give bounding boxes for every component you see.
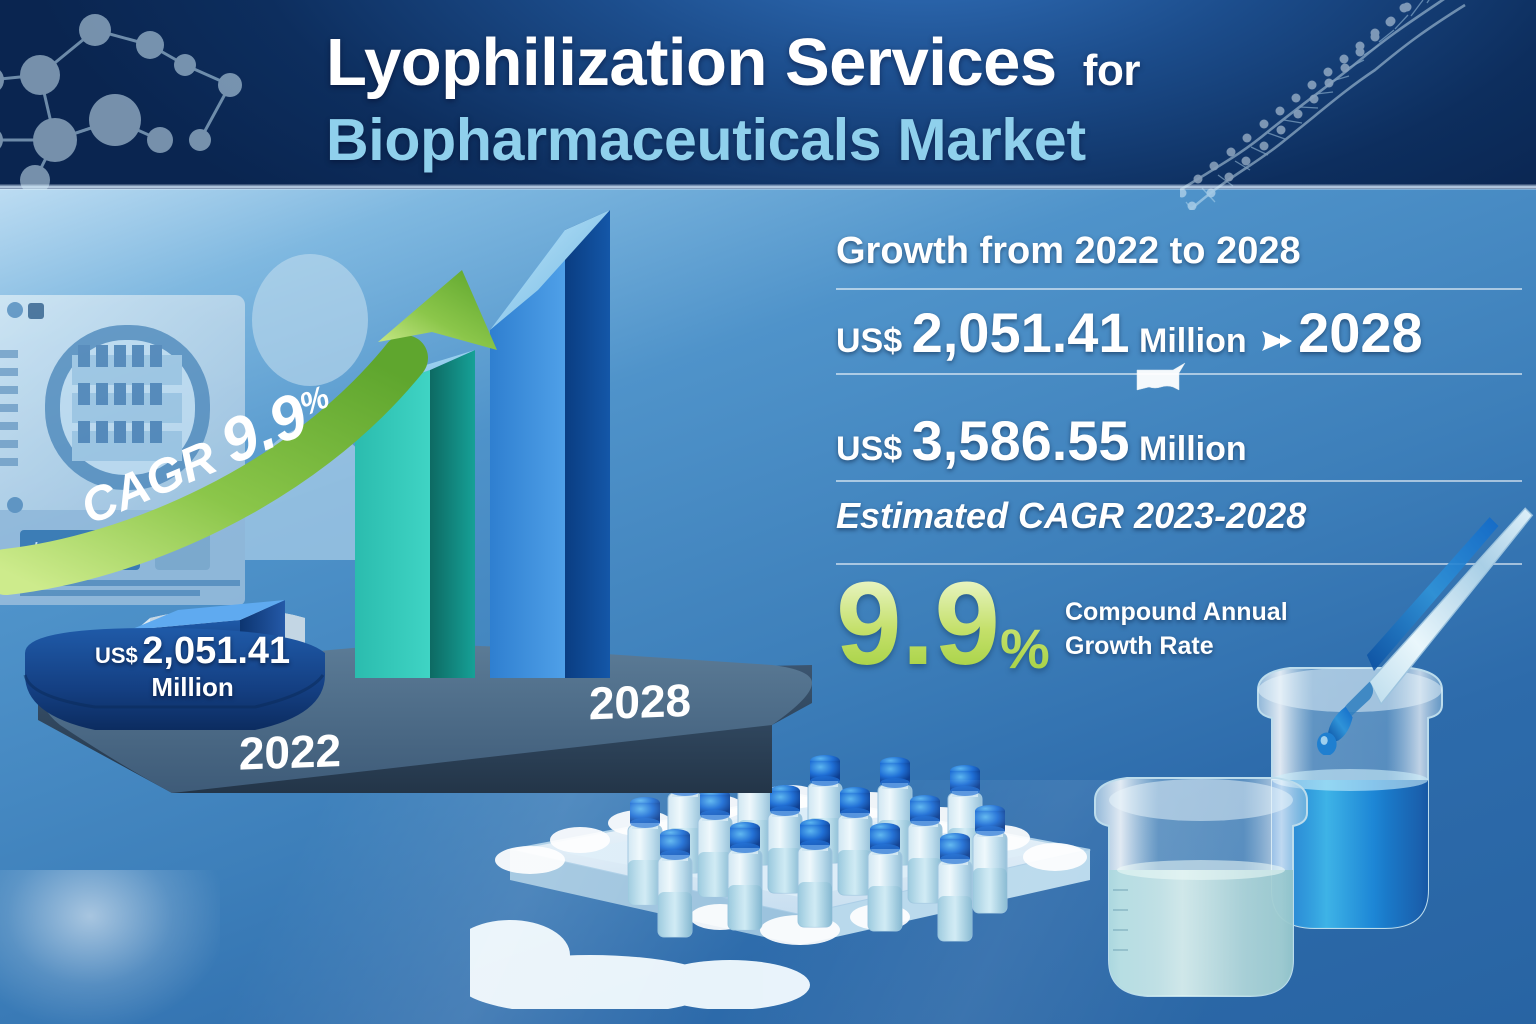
svg-text:2022: 2022	[239, 724, 341, 780]
svg-text:2028: 2028	[589, 674, 691, 730]
